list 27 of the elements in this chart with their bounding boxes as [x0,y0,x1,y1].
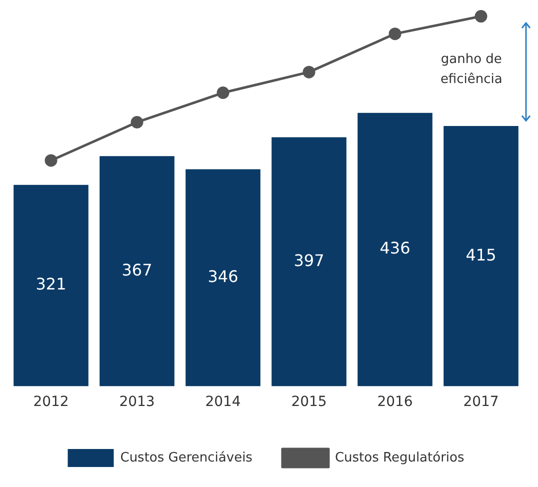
point [474,10,488,23]
bar [272,137,346,386]
x-tick-label: 2014 [205,394,241,410]
point [388,28,402,40]
point [130,116,144,128]
x-tick-label: 2016 [377,394,413,410]
bar [444,126,518,386]
legend-label: Custos Regulatórios [334,450,464,466]
data-label: 436 [380,238,410,258]
x-tick-label: 2015 [291,394,327,410]
x-tick-label: 2012 [33,394,69,410]
annotation: ganho de eficiência [426,50,516,90]
point [216,86,230,100]
legend-label: Custos Gerenciáveis [120,450,253,466]
data-label: 367 [122,260,152,280]
point [302,66,316,78]
data-label: 321 [36,274,66,294]
bar [14,184,88,386]
data-label: 415 [466,245,496,264]
x-tick-label: 2017 [463,394,499,410]
x-tick-label: 2013 [119,394,155,410]
bar [358,112,432,386]
bar [100,156,174,386]
bar [186,169,260,386]
point [44,154,58,167]
data-label: 397 [294,250,324,270]
data-label: 346 [208,266,238,286]
